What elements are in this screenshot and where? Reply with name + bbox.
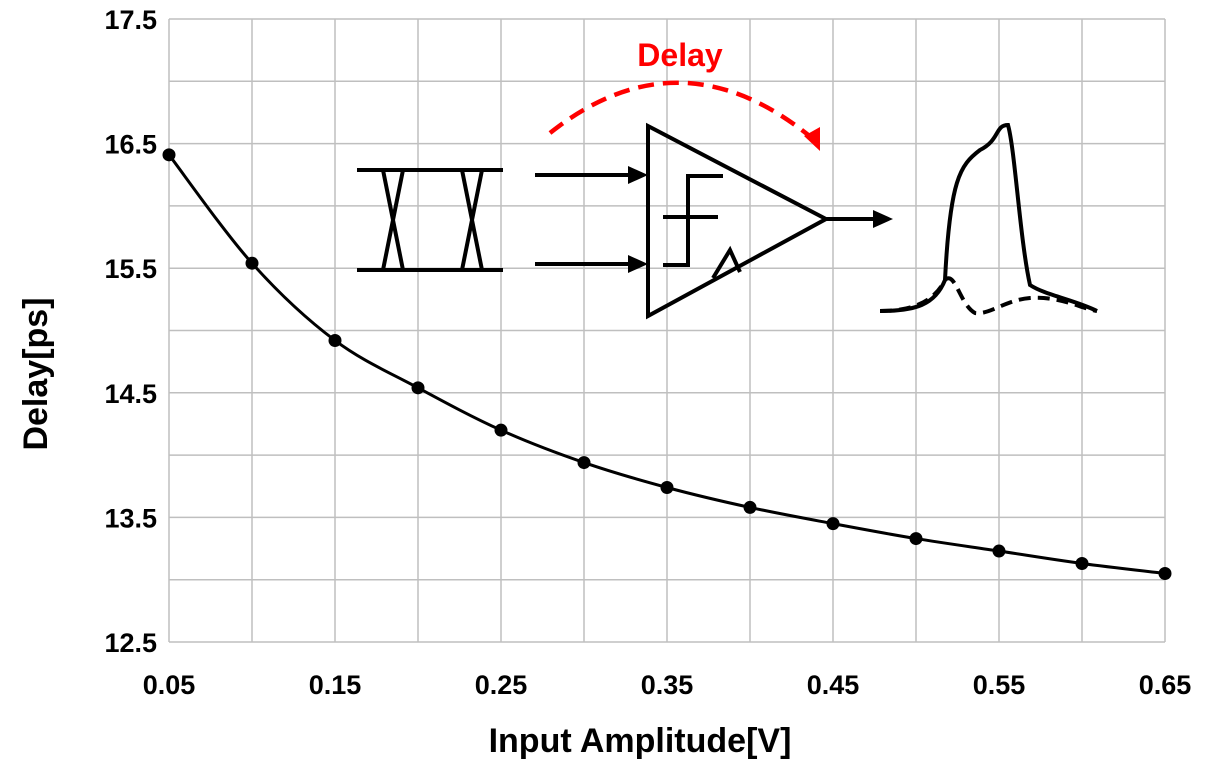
x-tick-label: 0.15 bbox=[309, 670, 362, 700]
y-tick-label: 15.5 bbox=[104, 254, 157, 284]
data-point bbox=[743, 500, 757, 514]
y-tick-label: 14.5 bbox=[104, 379, 157, 409]
data-point bbox=[162, 148, 176, 162]
schematic-inset: Delay bbox=[357, 37, 1098, 320]
x-tick-label: 0.25 bbox=[475, 670, 528, 700]
data-point bbox=[826, 517, 840, 531]
data-point bbox=[909, 532, 923, 546]
output-pulse-solid-icon bbox=[879, 122, 1098, 313]
comparator-triangle-icon bbox=[646, 122, 831, 320]
data-point bbox=[245, 256, 259, 270]
data-point bbox=[992, 544, 1006, 558]
y-axis-title: Delay[ps] bbox=[17, 297, 55, 450]
x-tick-label: 0.45 bbox=[807, 670, 860, 700]
x-tick-label: 0.05 bbox=[143, 670, 196, 700]
input-arrow-top-icon bbox=[535, 166, 648, 184]
data-point bbox=[328, 333, 342, 347]
x-axis-title: Input Amplitude[V] bbox=[489, 722, 792, 760]
data-point bbox=[1075, 557, 1089, 571]
delay-annotation: Delay bbox=[637, 37, 723, 73]
data-series bbox=[162, 148, 1172, 580]
x-tick-label: 0.35 bbox=[641, 670, 694, 700]
y-tick-label: 16.5 bbox=[104, 130, 157, 160]
small-pulse-icon bbox=[711, 245, 742, 280]
data-point bbox=[660, 480, 674, 494]
x-tick-label: 0.65 bbox=[1139, 670, 1192, 700]
data-point bbox=[411, 381, 425, 395]
data-point bbox=[1158, 566, 1172, 580]
output-pulse-dashed-icon bbox=[879, 276, 1098, 316]
y-tick-label: 13.5 bbox=[104, 503, 157, 533]
y-tick-label: 12.5 bbox=[104, 628, 157, 658]
grid bbox=[168, 18, 1166, 643]
x-tick-label: 0.55 bbox=[973, 670, 1026, 700]
tick-labels: 0.05 0.15 0.25 0.35 0.45 0.55 0.65 12.5 13.5 14.5… bbox=[104, 5, 1191, 700]
data-point bbox=[577, 456, 591, 470]
delay-arrowhead-icon bbox=[804, 127, 820, 151]
eye-diagram-icon bbox=[357, 168, 503, 272]
hysteresis-symbol-icon bbox=[663, 174, 723, 267]
input-arrow-bottom-icon bbox=[535, 255, 648, 273]
output-arrow-icon bbox=[826, 210, 893, 228]
delay-arc-icon bbox=[548, 80, 814, 140]
y-tick-label: 17.5 bbox=[104, 5, 157, 35]
data-point bbox=[494, 423, 508, 437]
